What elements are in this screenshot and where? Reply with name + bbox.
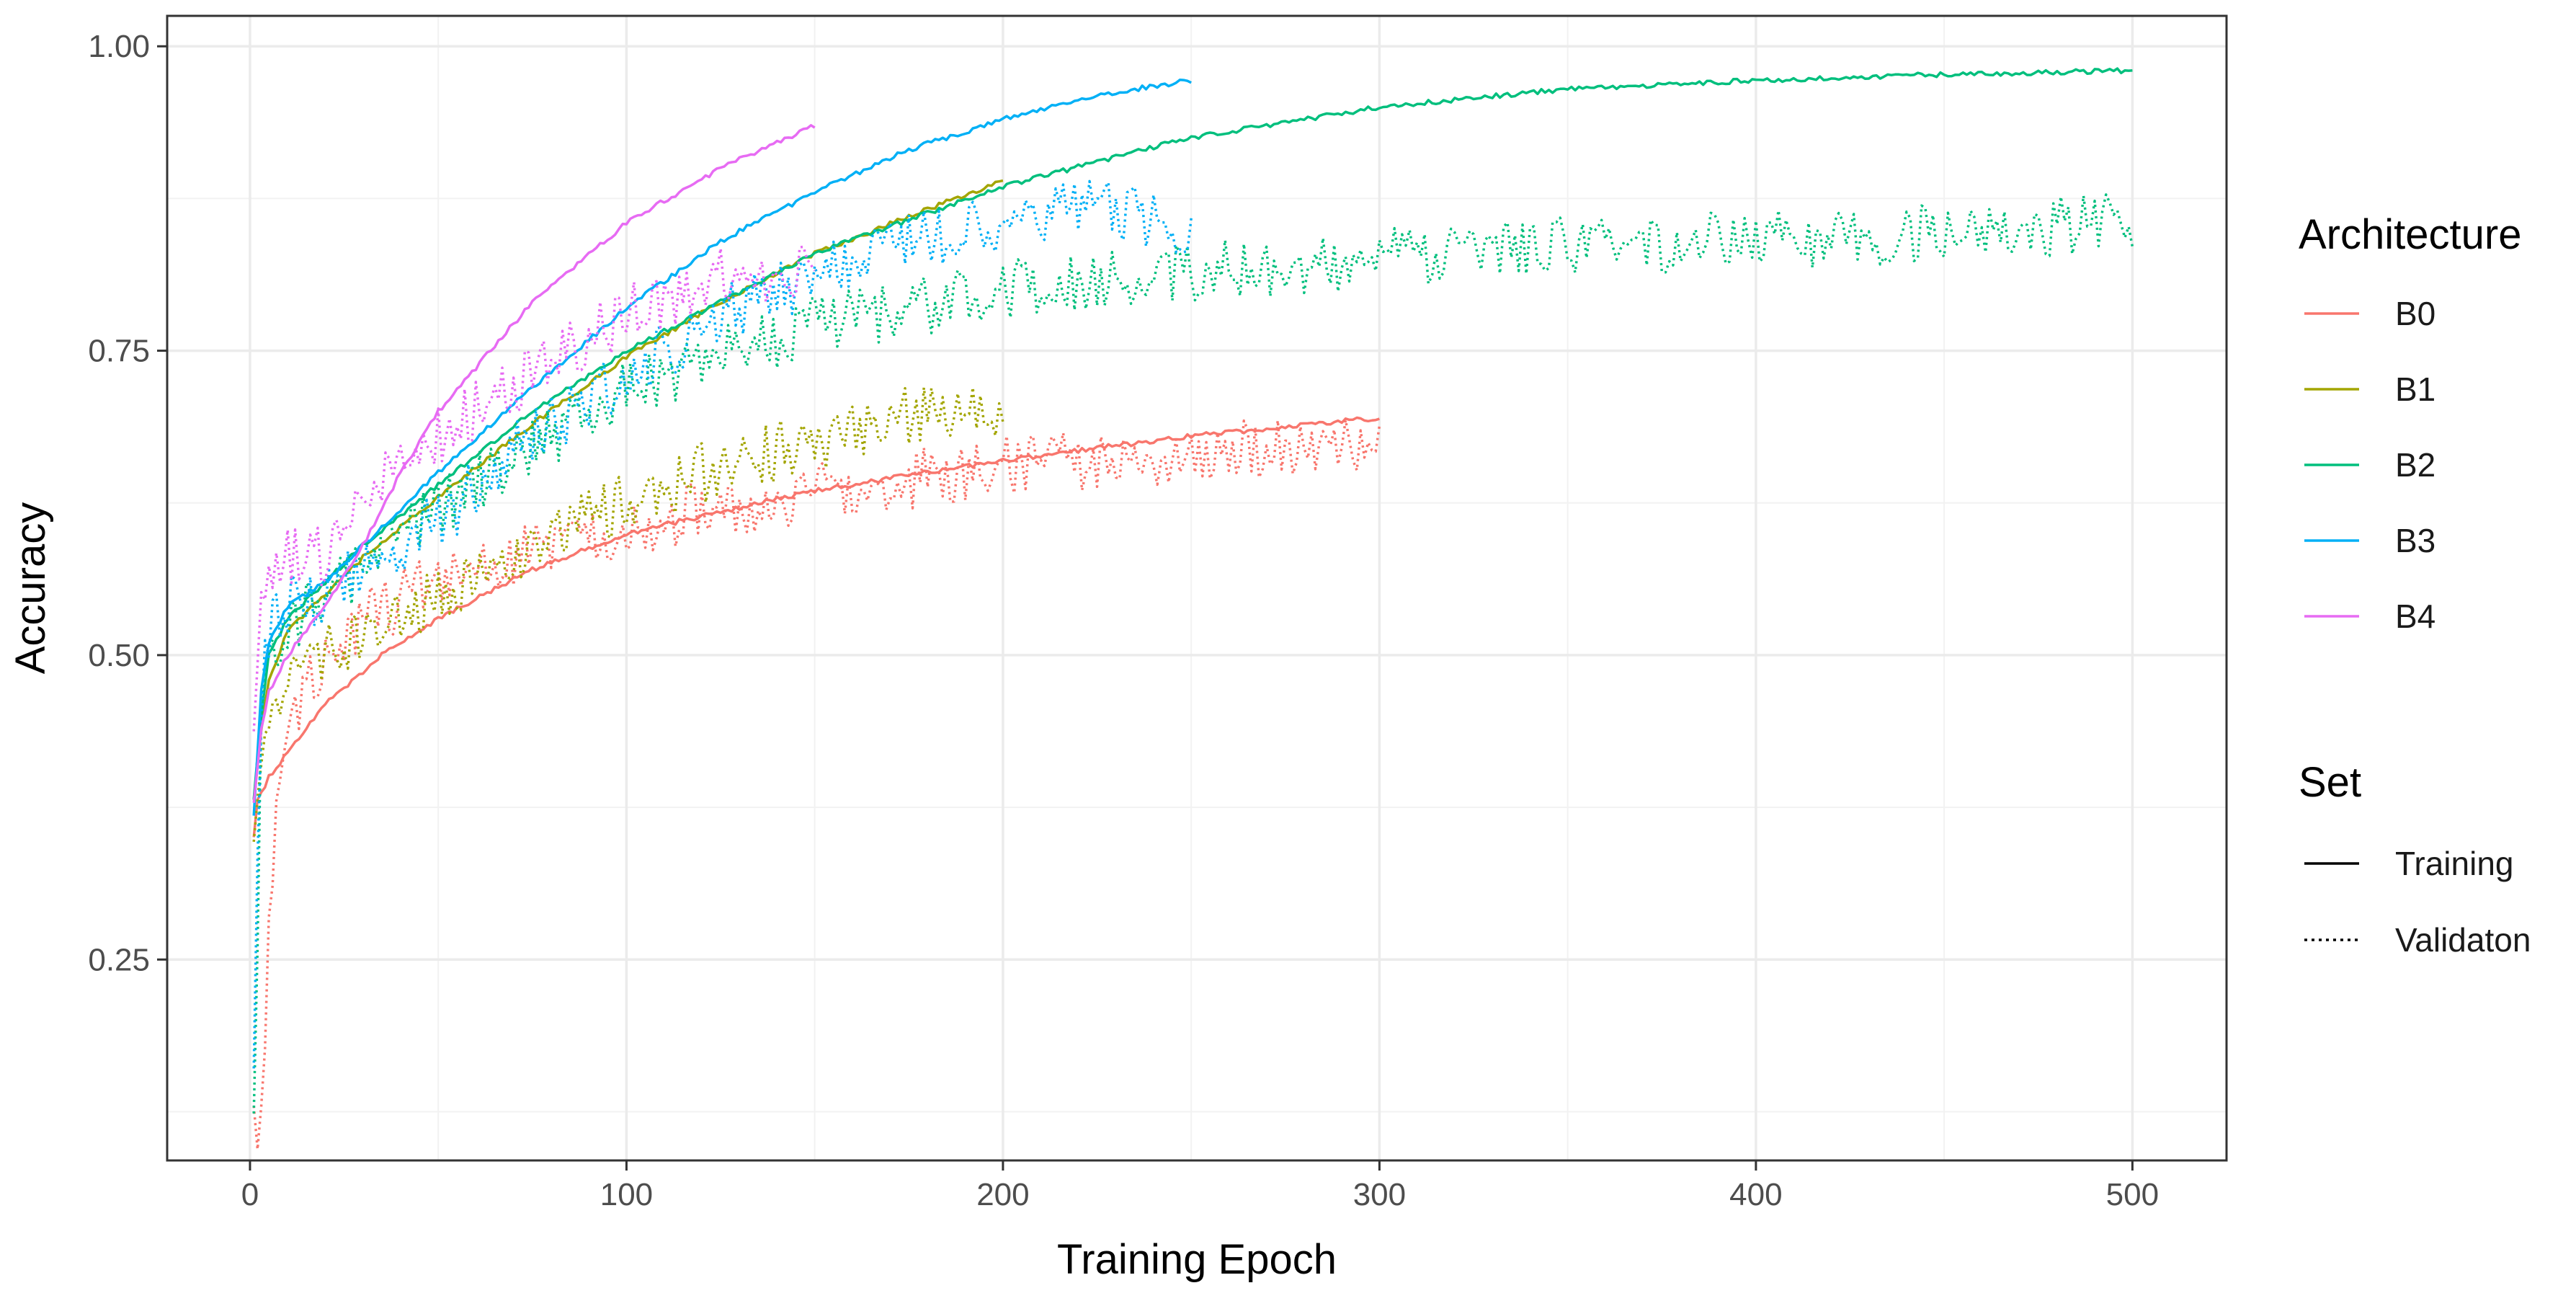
legend-label-b2: B2: [2395, 446, 2435, 484]
minor-gridlines: [167, 16, 2227, 1160]
legend-title-architecture: Architecture: [2299, 211, 2521, 258]
y-axis-title: Accuracy: [7, 502, 54, 675]
y-tick-label: 0.75: [88, 334, 150, 369]
legend-title-set: Set: [2299, 759, 2361, 806]
series-line-b3-training: [252, 79, 1192, 816]
series-line-b1-training: [252, 179, 1004, 800]
legend: Architecture B0 B1 B2 B3 B4 Set Training Validat…: [2299, 211, 2531, 959]
series-line-b1-validaton: [252, 386, 1004, 843]
legend-label-b1: B1: [2395, 370, 2435, 408]
x-tick-label: 100: [600, 1177, 653, 1212]
series-line-b4-training: [252, 124, 816, 803]
plot-background: [167, 16, 2227, 1160]
y-tick-label: 1.00: [88, 29, 150, 64]
x-tick-label: 400: [1729, 1177, 1782, 1212]
series-line-b4-validaton: [252, 245, 816, 732]
y-axis: 0.25 0.50 0.75 1.00: [88, 29, 167, 977]
series-line-b3-validaton: [252, 179, 1193, 1069]
series-line-b2-training: [252, 67, 2133, 800]
x-axis-title: Training Epoch: [1057, 1236, 1337, 1283]
series-layer: [252, 67, 2134, 1151]
x-tick-label: 200: [976, 1177, 1029, 1212]
legend-label-b0: B0: [2395, 295, 2435, 332]
legend-label-b3: B3: [2395, 522, 2435, 559]
legend-label-training: Training: [2395, 845, 2513, 882]
legend-label-validaton: Validaton: [2395, 921, 2531, 959]
x-axis: 0 100 200 300 400 500: [241, 1160, 2159, 1212]
y-tick-label: 0.50: [88, 638, 150, 673]
legend-label-b4: B4: [2395, 598, 2435, 635]
series-line-b0-validaton: [252, 419, 1381, 1151]
x-tick-label: 500: [2106, 1177, 2159, 1212]
x-tick-label: 0: [241, 1177, 259, 1212]
y-tick-label: 0.25: [88, 942, 150, 977]
plot-panel-border: [166, 14, 2228, 1162]
x-tick-label: 300: [1353, 1177, 1406, 1212]
major-gridlines: [167, 16, 2227, 1160]
